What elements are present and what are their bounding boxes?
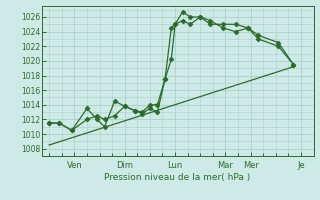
X-axis label: Pression niveau de la mer( hPa ): Pression niveau de la mer( hPa ): [104, 173, 251, 182]
